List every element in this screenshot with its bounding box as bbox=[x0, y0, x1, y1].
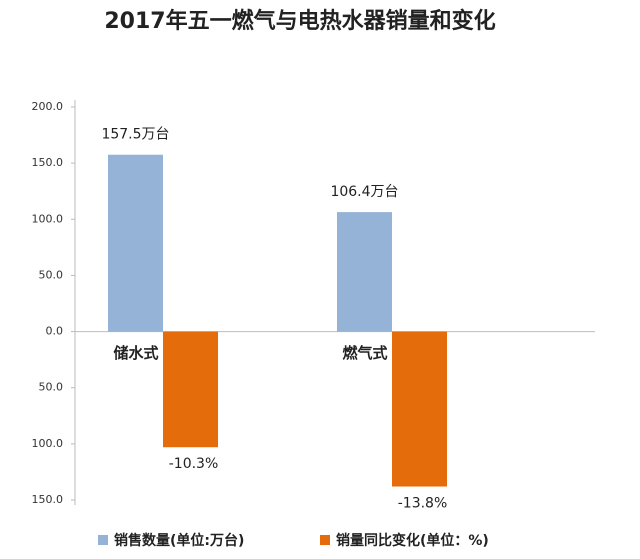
bar bbox=[392, 331, 447, 487]
bar bbox=[108, 154, 163, 332]
y-tick-label: 100.0 bbox=[32, 437, 64, 450]
bar bbox=[337, 212, 392, 332]
y-tick-label: 150.0 bbox=[32, 493, 64, 506]
value-label: 106.4万台 bbox=[330, 184, 398, 200]
x-tick-label: 储水式 bbox=[113, 344, 158, 362]
value-label: 157.5万台 bbox=[101, 127, 169, 143]
bar bbox=[163, 331, 218, 448]
y-tick-label: 200.0 bbox=[32, 100, 64, 113]
legend-swatch bbox=[98, 535, 108, 545]
y-tick-label: 150.0 bbox=[32, 156, 64, 169]
x-tick-label: 燃气式 bbox=[342, 344, 387, 362]
legend-label: 销售数量(单位:万台) bbox=[114, 532, 244, 549]
y-tick-label: 0.0 bbox=[46, 325, 64, 338]
y-tick-label: 100.0 bbox=[32, 212, 64, 225]
y-tick-label: 50.0 bbox=[39, 268, 64, 281]
chart-title: 2017年五一燃气与电热水器销量和变化 bbox=[104, 8, 495, 34]
value-label: -10.3% bbox=[169, 456, 219, 472]
legend-label: 销量同比变化(单位：%) bbox=[336, 532, 489, 549]
value-label: -13.8% bbox=[398, 496, 448, 512]
legend-swatch bbox=[320, 535, 330, 545]
y-tick-label: 50.0 bbox=[39, 381, 64, 394]
